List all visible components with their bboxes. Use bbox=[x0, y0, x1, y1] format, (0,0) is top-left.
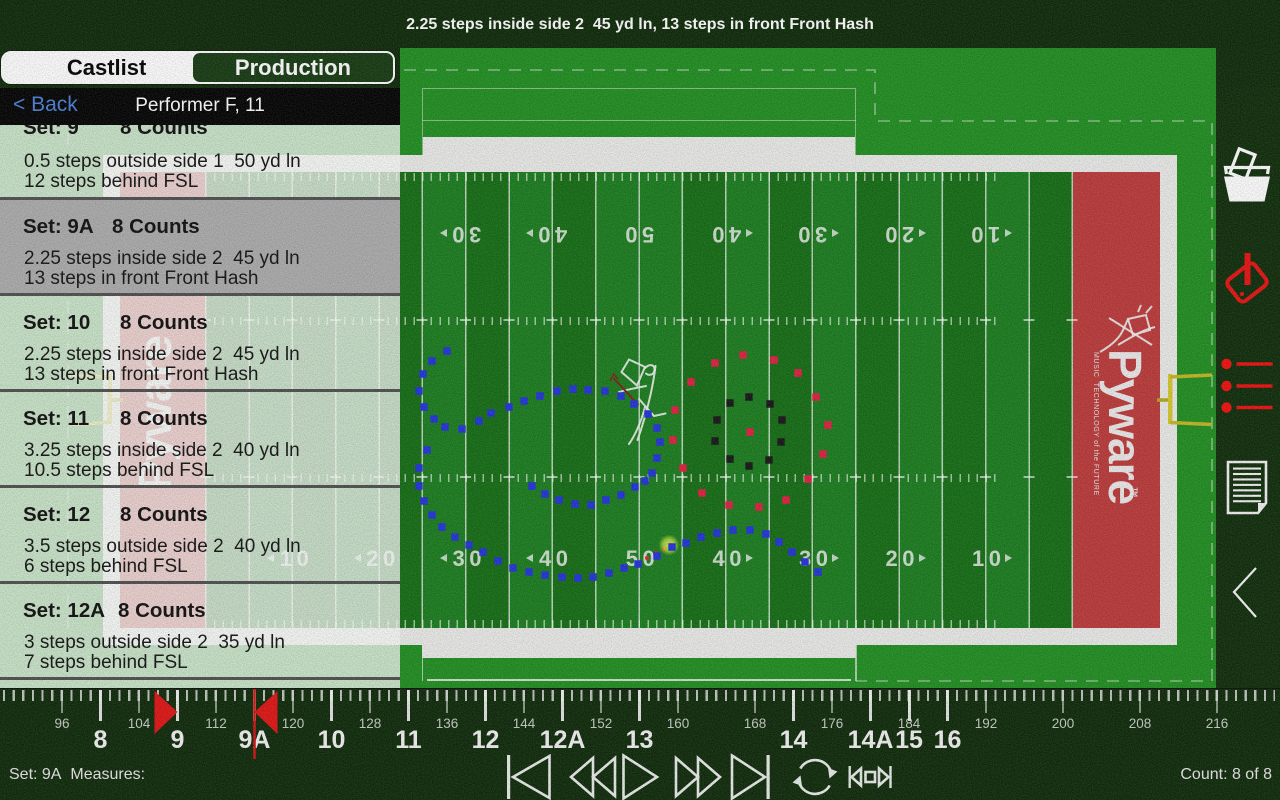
svg-text:MUSIC TECHNOLOGY of the FUTUR: MUSIC TECHNOLOGY of the FUTURE bbox=[1092, 352, 1099, 496]
svg-text:Pyware: Pyware bbox=[1099, 349, 1151, 505]
svg-text:™: ™ bbox=[1127, 487, 1139, 498]
